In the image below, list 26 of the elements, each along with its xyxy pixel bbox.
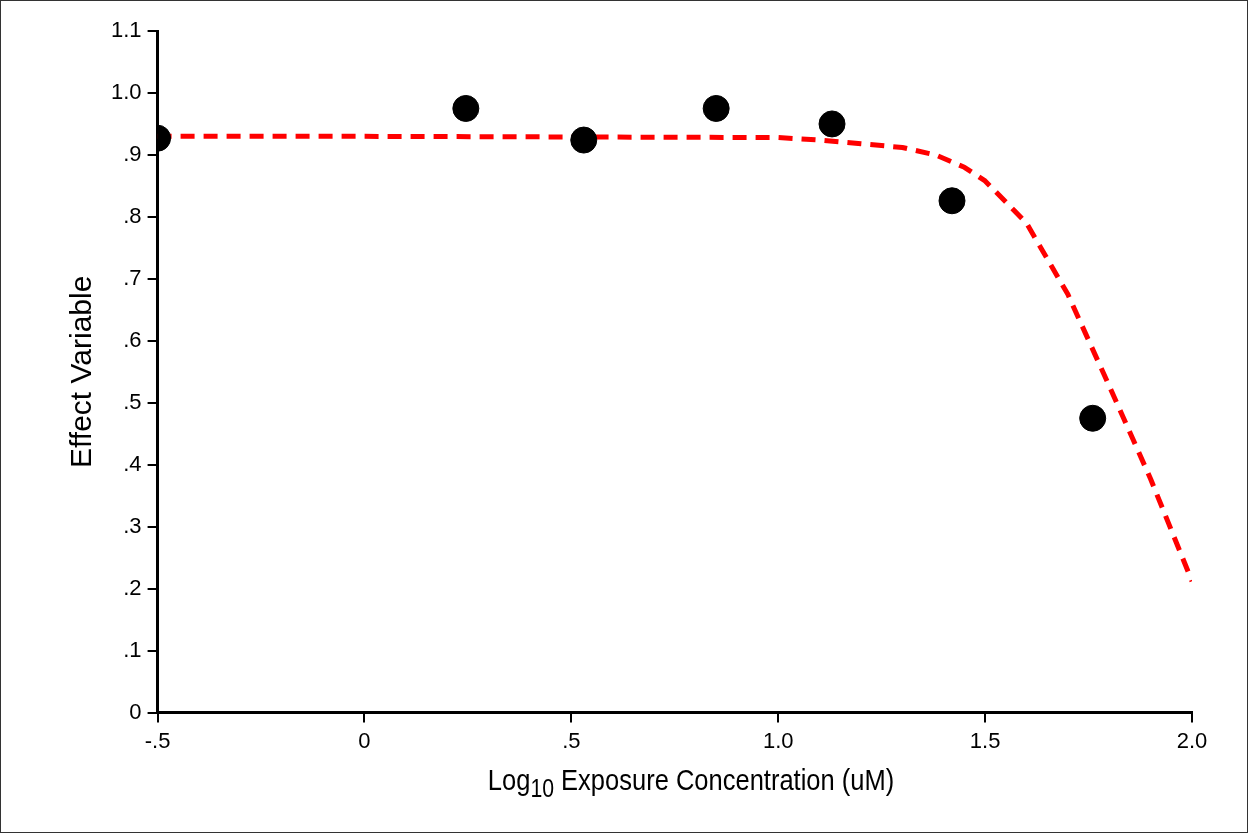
y-tick-label: .5 (123, 388, 142, 414)
point (1079, 404, 1107, 432)
x-tick-label: .5 (562, 727, 581, 753)
y-tick-label: .8 (123, 202, 142, 228)
y-tick-label: 1.1 (110, 17, 142, 43)
point (702, 94, 730, 122)
y-tick-label: .4 (123, 450, 142, 476)
x-tick-label: 0 (358, 727, 371, 753)
y-tick-label: .7 (123, 264, 142, 290)
point (938, 187, 966, 215)
y-tick-label: 0 (129, 698, 142, 724)
x-tick-label: 1.0 (762, 727, 794, 753)
y-tick-label: .3 (123, 512, 142, 538)
x-axis-title: Log$_{10}$ Exposure Concentration (uM) (486, 763, 896, 803)
x-tick-label: 2.0 (1176, 727, 1208, 753)
x-tick-label: -.5 (144, 727, 171, 753)
point (818, 110, 846, 138)
y-tick-label: .2 (123, 574, 142, 600)
point (570, 126, 598, 154)
y-axis-title: Effect Variable (64, 275, 98, 468)
x-tick-label: 1.5 (969, 727, 1001, 753)
y-tick-label: 1.0 (110, 79, 142, 105)
y-tick-label: .1 (123, 636, 142, 662)
y-tick-label: .6 (123, 326, 142, 352)
point (452, 94, 480, 122)
y-tick-label: .9 (123, 140, 142, 166)
